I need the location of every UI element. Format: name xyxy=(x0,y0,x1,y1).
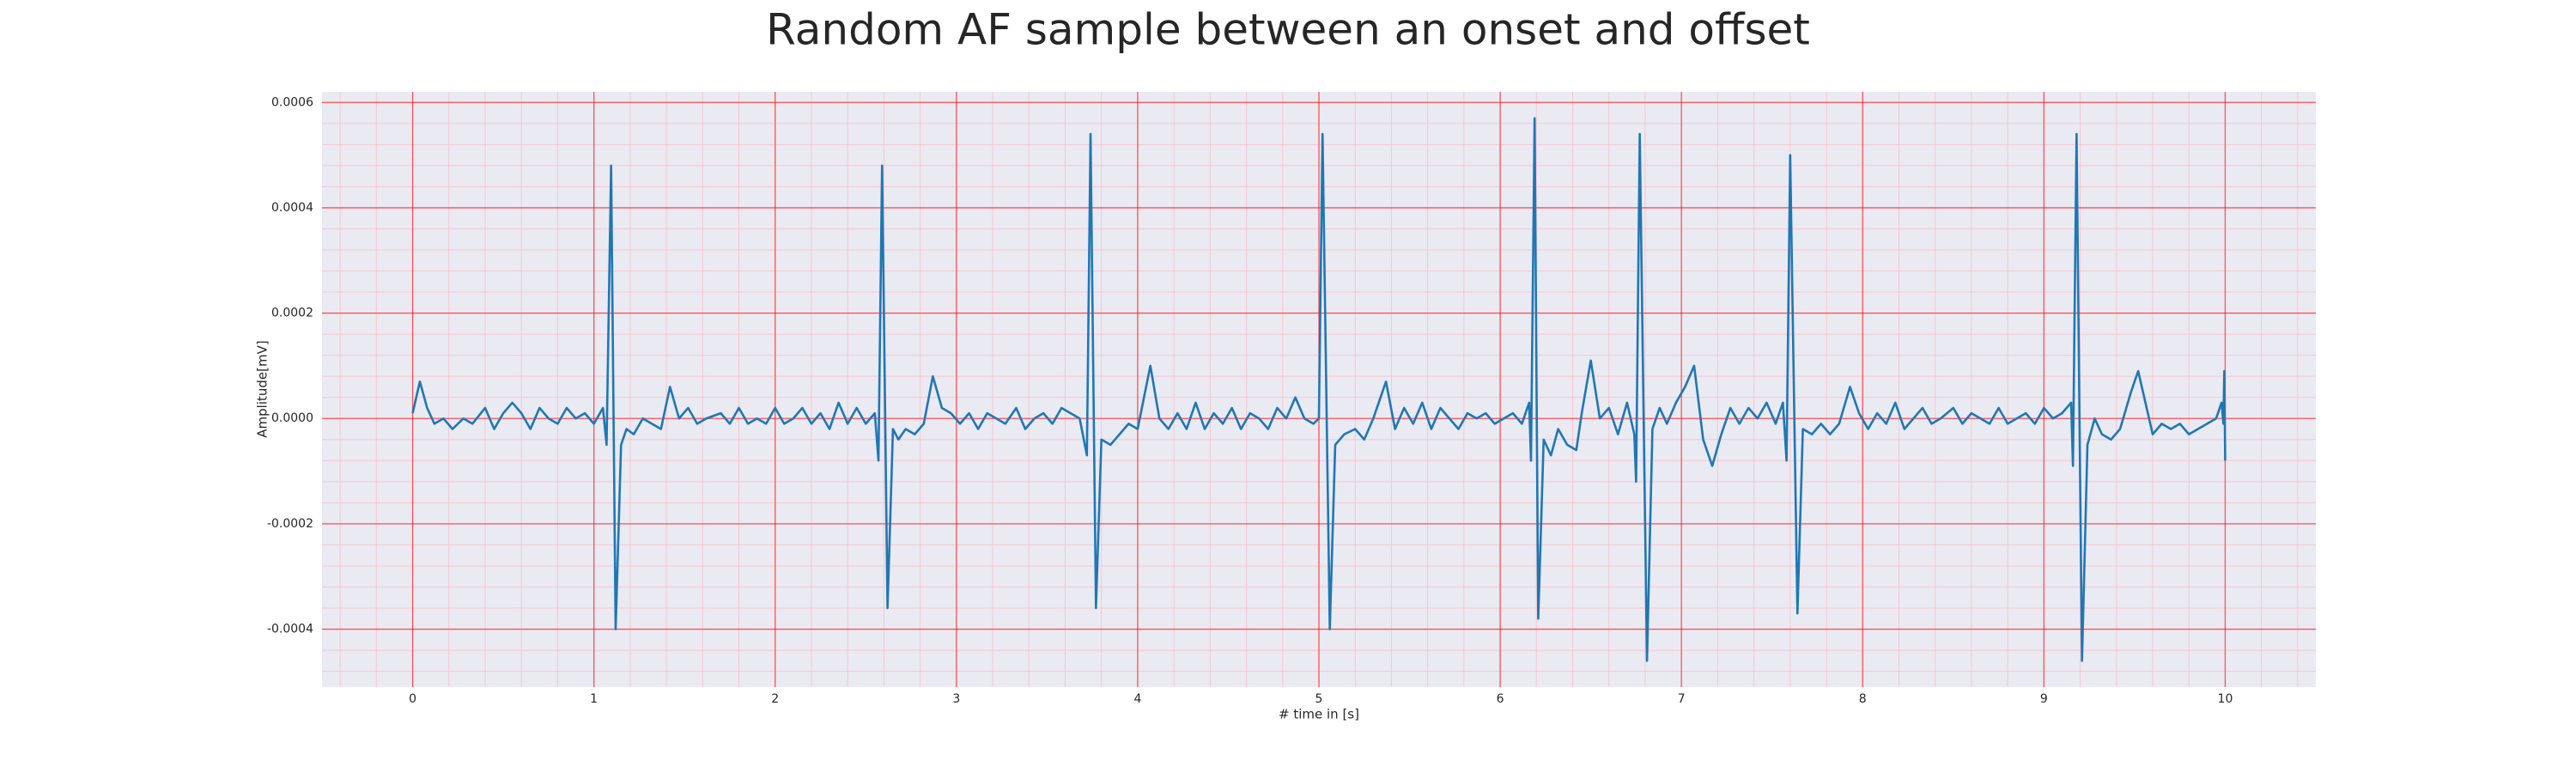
x-tick-label: 8 xyxy=(1859,692,1867,706)
x-tick-label: 3 xyxy=(952,692,960,706)
x-tick-label: 2 xyxy=(771,692,779,706)
y-tick-label: -0.0002 xyxy=(267,517,313,531)
x-tick-label: 9 xyxy=(2040,692,2048,706)
x-tick-label: 0 xyxy=(409,692,416,706)
x-tick-label: 1 xyxy=(590,692,598,706)
x-tick-label: 5 xyxy=(1315,692,1323,706)
x-tick-label: 4 xyxy=(1133,692,1141,706)
y-tick-label: 0.0002 xyxy=(271,307,313,320)
x-tick-label: 7 xyxy=(1678,692,1686,706)
x-tick-label: 10 xyxy=(2218,692,2233,706)
y-tick-label: -0.0004 xyxy=(267,623,313,636)
signal-line xyxy=(411,117,2227,662)
y-tick-label: 0.0000 xyxy=(271,411,313,425)
x-tick-label: 6 xyxy=(1497,692,1504,706)
y-tick-label: 0.0004 xyxy=(271,201,313,215)
y-axis-label: Amplitude[mV] xyxy=(255,340,270,437)
y-tick-label: 0.0006 xyxy=(271,95,313,109)
x-axis-label: # time in [s] xyxy=(1279,707,1359,722)
mark-layer xyxy=(411,117,2227,662)
chart-title: Random AF sample between an onset and of… xyxy=(766,5,1810,55)
